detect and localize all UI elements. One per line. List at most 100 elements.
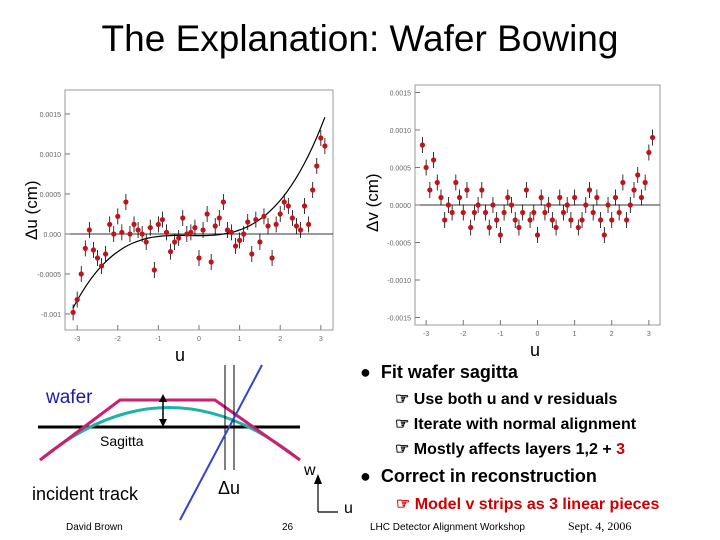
data-point	[273, 221, 279, 227]
data-point	[627, 202, 633, 208]
data-point	[471, 209, 477, 216]
data-point	[453, 179, 459, 186]
y-tick-label: 0.0005	[390, 166, 412, 173]
data-point	[135, 227, 141, 233]
data-point	[192, 225, 198, 231]
y-tick-label: 0.0015	[390, 91, 412, 98]
slide-title: The Explanation: Wafer Bowing	[101, 18, 619, 59]
bullet-dot-icon: ●	[360, 466, 371, 486]
y-tick-label: -0.0010	[387, 278, 411, 285]
data-point	[523, 187, 529, 193]
y-tick-label: 0.000	[43, 232, 61, 239]
data-point	[605, 202, 611, 208]
x-tick-label: 0	[197, 336, 201, 343]
x-tick-label: 1	[238, 336, 242, 343]
data-point	[257, 239, 263, 245]
data-point	[297, 227, 304, 233]
data-point	[609, 217, 615, 223]
data-point	[456, 194, 463, 201]
left-plot-xlabel: u	[175, 345, 186, 365]
data-point	[635, 172, 641, 178]
data-point	[460, 209, 466, 216]
data-point	[314, 163, 320, 169]
linear-piece-model	[39, 398, 301, 462]
data-point	[103, 251, 109, 257]
y-tick-label: 0.0015	[40, 112, 62, 119]
sub-bullet-residuals: ☞ Use both u and v residuals	[395, 391, 618, 408]
data-point	[237, 237, 243, 243]
data-point	[623, 217, 630, 223]
layer-3-highlight: 3	[616, 441, 626, 458]
y-tick-label: 0.0010	[40, 152, 62, 159]
data-point	[616, 209, 622, 216]
data-point	[475, 202, 481, 208]
data-point	[427, 187, 433, 193]
data-point	[482, 209, 489, 216]
bullet-correct-reconstruction: ● Correct in reconstruction	[360, 466, 597, 486]
data-point	[167, 249, 174, 255]
sub-bullet-iterate: ☞ Iterate with normal alignment	[395, 416, 637, 433]
sub-bullet-layers: ☞ Mostly affects layers 1,2 + 3	[395, 441, 626, 458]
data-point	[86, 227, 92, 233]
pointing-hand-icon: ☞	[396, 496, 411, 513]
data-point	[464, 187, 470, 193]
data-point	[490, 202, 496, 208]
x-tick-label: 3	[647, 331, 651, 338]
data-point	[245, 219, 251, 225]
data-point	[512, 217, 518, 223]
data-point	[557, 194, 563, 201]
data-point	[212, 223, 218, 229]
data-point	[107, 221, 113, 227]
data-point	[542, 209, 548, 216]
x-tick-label: 3	[319, 336, 323, 343]
data-point	[204, 211, 210, 217]
data-point	[115, 213, 121, 219]
wafer-label: wafer	[46, 387, 93, 408]
data-point	[159, 217, 166, 223]
data-point	[289, 215, 295, 221]
y-tick-label: -0.0005	[387, 241, 411, 248]
footer-author: David Brown	[66, 522, 123, 533]
data-point	[520, 209, 526, 216]
data-point	[649, 134, 656, 141]
data-point	[70, 309, 76, 315]
data-point	[612, 194, 619, 201]
fit-curve	[72, 116, 326, 309]
data-point	[90, 247, 97, 253]
sub-bullet-model-v-strips: ☞ Model v strips as 3 linear pieces	[396, 496, 660, 513]
data-point	[442, 217, 448, 223]
data-point	[564, 202, 570, 208]
data-point	[590, 209, 596, 216]
data-point	[620, 179, 626, 186]
data-point	[560, 209, 567, 216]
x-tick-label: -1	[155, 336, 161, 343]
data-point	[74, 297, 80, 303]
data-point	[434, 179, 440, 186]
sagitta-arrow-head-bottom	[159, 419, 167, 427]
data-point	[486, 224, 492, 231]
data-point	[78, 271, 84, 277]
data-point	[638, 194, 645, 201]
data-point	[508, 202, 515, 208]
data-point	[301, 203, 308, 209]
x-tick-label: 2	[278, 336, 282, 343]
data-point	[553, 224, 559, 231]
data-point	[306, 221, 312, 227]
bullet-fit-wafer-sagitta: ● Fit wafer sagitta	[360, 362, 518, 382]
data-point	[176, 235, 182, 241]
data-point	[293, 223, 300, 229]
data-point	[497, 232, 503, 238]
footer-workshop: LHC Detector Alignment Workshop	[370, 522, 525, 533]
data-point	[147, 225, 153, 231]
data-point	[568, 217, 574, 223]
data-point	[449, 209, 455, 216]
data-point	[82, 245, 88, 251]
x-tick-label: -2	[115, 336, 121, 343]
x-tick-label: -1	[497, 331, 503, 338]
data-point	[494, 217, 500, 223]
x-tick-label: -3	[423, 331, 429, 338]
data-point	[265, 223, 271, 229]
data-point	[534, 232, 541, 238]
data-point	[269, 255, 275, 261]
wafer-diagram	[38, 364, 338, 521]
